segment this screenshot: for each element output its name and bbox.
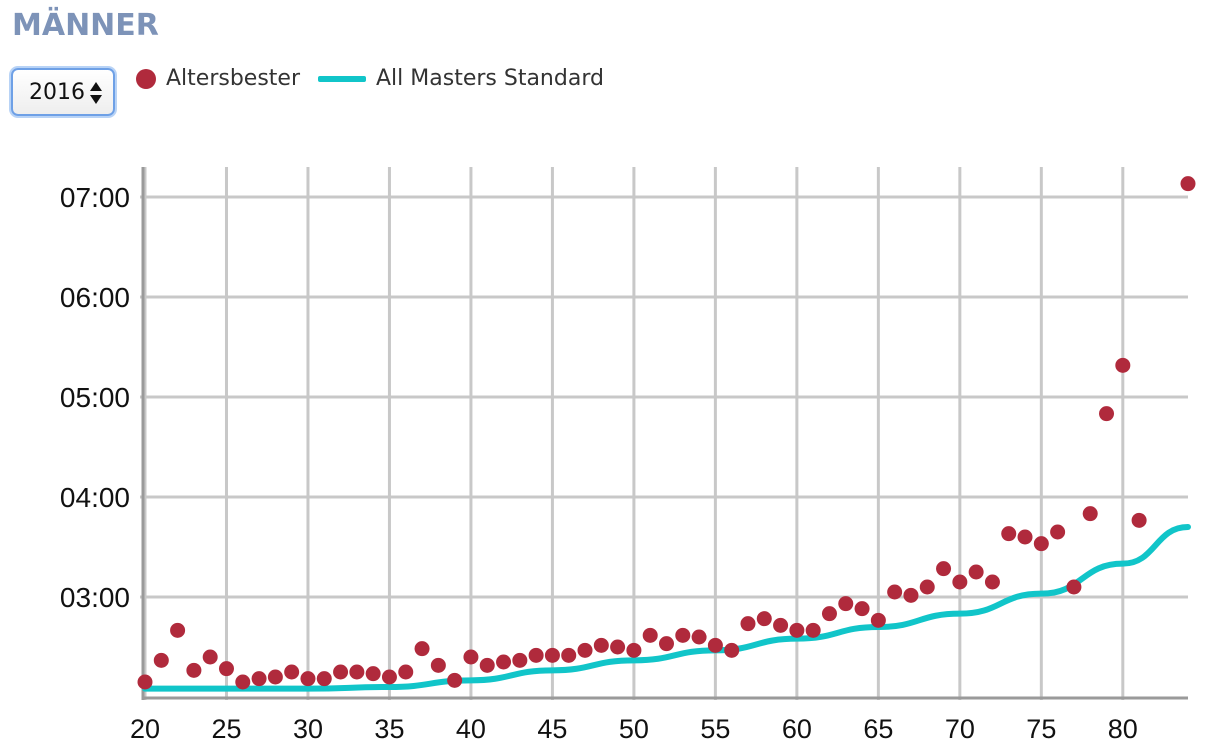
data-point <box>479 657 495 673</box>
data-point <box>1017 529 1033 545</box>
legend-line-icon <box>318 75 366 82</box>
data-point <box>724 642 740 658</box>
data-point <box>838 596 854 612</box>
data-point <box>496 654 512 670</box>
y-tick-label: 05:00 <box>60 382 130 413</box>
x-tick-label: 50 <box>619 714 649 744</box>
chart-legend: Altersbester All Masters Standard <box>136 66 604 91</box>
data-point <box>642 627 658 643</box>
data-point <box>284 664 300 680</box>
data-point <box>870 612 886 628</box>
data-point <box>1131 512 1147 528</box>
y-tick-labels: 03:00 04:00 05:00 06:00 07:00 <box>60 182 130 613</box>
data-point <box>398 664 414 680</box>
x-tick-label: 55 <box>700 714 730 744</box>
data-point <box>577 642 593 658</box>
data-point <box>186 662 202 678</box>
data-point <box>381 669 397 685</box>
series-line-standard <box>142 524 1191 692</box>
x-tick-labels: 20 25 30 35 40 45 50 55 60 65 70 75 80 <box>130 714 1138 744</box>
legend-line-label: All Masters Standard <box>376 66 604 91</box>
data-point <box>463 649 479 665</box>
x-tick-label: 45 <box>537 714 567 744</box>
data-point <box>919 579 935 595</box>
data-point <box>854 601 870 617</box>
data-point <box>202 649 218 665</box>
x-tick-label: 20 <box>130 714 160 744</box>
data-point <box>675 627 691 643</box>
data-point <box>447 672 463 688</box>
data-point <box>1066 579 1082 595</box>
data-point <box>251 671 267 687</box>
data-point <box>936 561 952 577</box>
data-point <box>528 647 544 663</box>
data-point <box>984 574 1000 590</box>
data-point <box>333 664 349 680</box>
data-point <box>659 636 674 652</box>
data-point <box>235 674 251 690</box>
series-points-altersbester <box>137 176 1196 690</box>
data-point <box>316 671 332 687</box>
data-point <box>821 606 837 622</box>
data-point <box>756 611 772 627</box>
x-tick-label: 30 <box>293 714 323 744</box>
data-point <box>740 616 756 632</box>
data-point <box>544 647 560 663</box>
x-tick-label: 70 <box>945 714 975 744</box>
axes <box>141 167 1188 700</box>
data-point <box>300 671 316 687</box>
y-tick-label: 06:00 <box>60 282 130 313</box>
data-point <box>267 669 283 685</box>
data-point <box>805 622 821 638</box>
data-point <box>153 652 169 668</box>
data-point <box>773 617 789 633</box>
data-point <box>1082 506 1098 522</box>
updown-arrows-icon <box>90 82 102 104</box>
y-tick-label: 07:00 <box>60 182 130 213</box>
data-point <box>707 637 723 653</box>
data-point <box>218 661 234 677</box>
legend-points-label: Altersbester <box>166 66 300 91</box>
data-point <box>1115 357 1131 373</box>
data-point <box>789 622 805 638</box>
data-point <box>626 642 642 658</box>
data-point <box>887 584 903 600</box>
data-point <box>1001 526 1017 542</box>
legend-dot-icon <box>136 68 156 89</box>
x-tick-label: 40 <box>456 714 486 744</box>
year-select[interactable]: 2016 <box>11 68 115 116</box>
data-point <box>414 641 430 657</box>
data-point <box>691 629 707 645</box>
data-point <box>1180 176 1196 192</box>
y-tick-label: 04:00 <box>60 482 130 513</box>
data-point <box>512 652 528 668</box>
data-point <box>952 574 968 590</box>
data-point <box>1050 524 1066 540</box>
x-tick-label: 60 <box>782 714 812 744</box>
x-tick-label: 65 <box>863 714 893 744</box>
y-tick-label: 03:00 <box>60 582 130 613</box>
data-point <box>610 639 626 655</box>
data-point <box>1033 536 1049 552</box>
data-point <box>903 587 919 603</box>
data-point <box>1099 406 1115 422</box>
data-point <box>137 674 153 690</box>
x-tick-label: 75 <box>1026 714 1056 744</box>
grid <box>140 167 1188 700</box>
data-point <box>430 657 446 673</box>
page-title: MÄNNER <box>12 8 159 43</box>
data-point <box>365 666 381 682</box>
data-point <box>349 664 365 680</box>
data-point <box>170 622 186 638</box>
data-point <box>593 637 609 653</box>
x-tick-label: 80 <box>1108 714 1138 744</box>
data-point <box>968 564 984 580</box>
data-point <box>561 647 577 663</box>
x-tick-label: 25 <box>211 714 241 744</box>
year-select-value: 2016 <box>29 79 85 105</box>
x-tick-label: 35 <box>374 714 404 744</box>
